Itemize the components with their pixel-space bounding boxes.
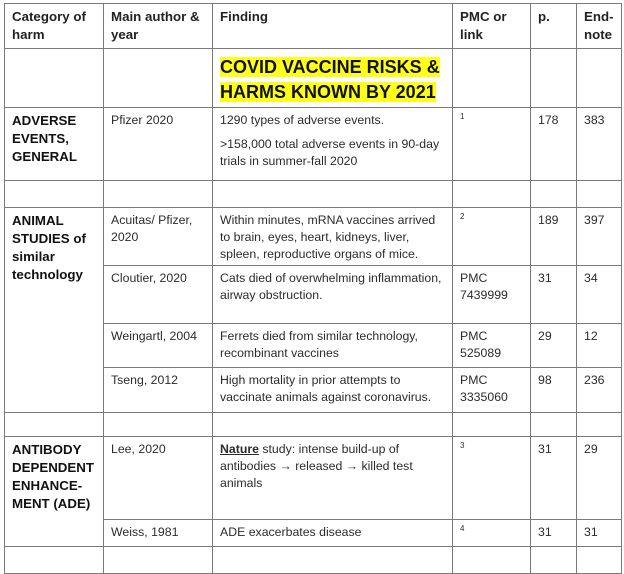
table-row: ANIMAL STUDIES of similar technology Acu… <box>4 207 622 413</box>
pmc: PMC 3335060 <box>452 367 531 413</box>
header-finding: Finding <box>212 3 453 49</box>
finding: Ferrets died from similar technology, re… <box>212 323 453 368</box>
finding: Cats died of overwhelming inflammation, … <box>212 265 453 324</box>
page: 178 <box>530 107 577 181</box>
title-row: COVID VACCINE RISKS & HARMS KNOWN BY 2021 <box>4 48 622 108</box>
author: Cloutier, 2020 <box>103 265 213 324</box>
pmc: 2 <box>452 207 531 266</box>
table-row: ANTIBODY DEPENDENT ENHANCE-MENT (ADE) Le… <box>4 436 622 547</box>
finding: ADE exacerbates disease <box>212 519 453 547</box>
nature-link[interactable]: Nature <box>220 442 259 456</box>
endnote: 34 <box>576 265 622 324</box>
table-row: Weingartl, 2004 Ferrets died from simila… <box>5 323 622 368</box>
harms-table: Category of harm Main author & year Find… <box>4 3 622 574</box>
pmc: 4 <box>452 519 531 547</box>
pmc: 3 <box>452 436 531 520</box>
author: Weingartl, 2004 <box>103 323 213 368</box>
author: Weiss, 1981 <box>103 519 213 547</box>
finding: High mortality in prior attempts to vacc… <box>212 367 453 413</box>
author: Pfizer 2020 <box>103 107 213 181</box>
spacer-row <box>4 180 622 208</box>
page: 189 <box>530 207 577 266</box>
finding: Nature study: intense build-up of antibo… <box>212 436 453 520</box>
document-title: COVID VACCINE RISKS & HARMS KNOWN BY 2021 <box>212 48 453 108</box>
endnote: 29 <box>576 436 622 520</box>
table-row: Tseng, 2012 High mortality in prior atte… <box>5 367 622 413</box>
endnote: 383 <box>576 107 622 181</box>
endnote: 12 <box>576 323 622 368</box>
header-page: p. <box>530 3 577 49</box>
endnote: 236 <box>576 367 622 413</box>
pmc: 1 <box>452 107 531 181</box>
finding: 1290 types of adverse events. >158,000 to… <box>212 107 453 181</box>
author: Tseng, 2012 <box>103 367 213 413</box>
header-author: Main author & year <box>103 3 213 49</box>
category-ade: ANTIBODY DEPENDENT ENHANCE-MENT (ADE) <box>4 436 104 547</box>
page: 31 <box>530 265 577 324</box>
table-row: Weiss, 1981 ADE exacerbates disease 4 31… <box>5 519 622 547</box>
header-category: Category of harm <box>4 3 104 49</box>
table-row: Cloutier, 2020 Cats died of overwhelming… <box>5 265 622 324</box>
author: Lee, 2020 <box>103 436 213 520</box>
page: 31 <box>530 436 577 520</box>
endnote: 397 <box>576 207 622 266</box>
author: Acuitas/ Pfizer, 2020 <box>103 207 213 266</box>
page: 29 <box>530 323 577 368</box>
table-row: ADVERSE EVENTS, GENERAL Pfizer 2020 1290… <box>4 107 622 181</box>
endnote: 31 <box>576 519 622 547</box>
pmc: PMC 7439999 <box>452 265 531 324</box>
header-pmc: PMC or link <box>452 3 531 49</box>
pmc: PMC 525089 <box>452 323 531 368</box>
finding: Within minutes, mRNA vaccines arrived to… <box>212 207 453 266</box>
spacer-row <box>4 546 622 574</box>
page: 98 <box>530 367 577 413</box>
spacer-row <box>4 412 622 437</box>
header-row: Category of harm Main author & year Find… <box>4 3 622 49</box>
category-animal: ANIMAL STUDIES of similar technology <box>4 207 104 413</box>
page: 31 <box>530 519 577 547</box>
header-endnote: End-note <box>576 3 622 49</box>
category-adverse: ADVERSE EVENTS, GENERAL <box>4 107 104 181</box>
